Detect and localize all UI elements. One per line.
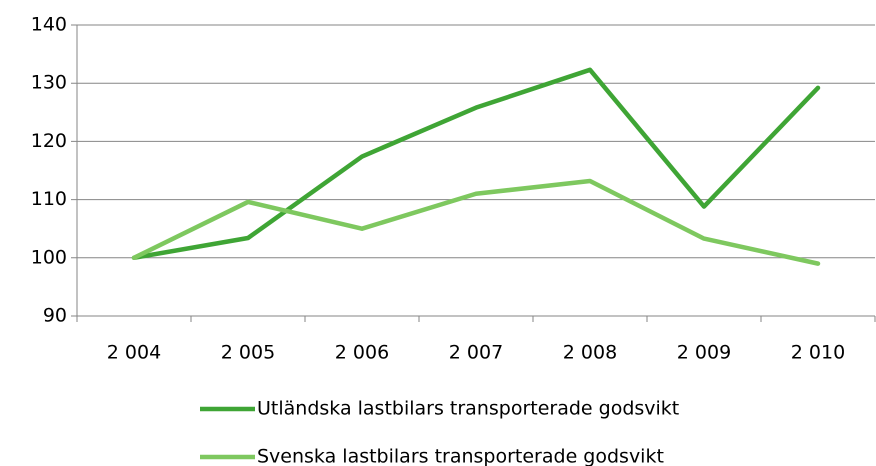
y-tick-label: 130 (31, 72, 67, 94)
data-line (131, 67, 821, 261)
y-tick-label: 110 (31, 188, 67, 210)
x-tick-label: 2 006 (335, 342, 389, 364)
data-line (131, 178, 821, 266)
x-tick-label: 2 009 (677, 342, 731, 364)
legend-label: Svenska lastbilars transporterade godsvi… (257, 446, 664, 466)
legend-label: Utländska lastbilars transporterade gods… (257, 398, 679, 420)
y-tick-label: 100 (31, 246, 67, 268)
y-tick-label: 90 (43, 305, 67, 327)
x-tick-label: 2 008 (563, 342, 617, 364)
y-tick-label: 120 (31, 130, 67, 152)
x-tick-label: 2 005 (221, 342, 275, 364)
y-tick-label: 140 (31, 14, 67, 36)
x-tick-label: 2 004 (107, 342, 161, 364)
x-tick-label: 2 007 (449, 342, 503, 364)
x-tick-label: 2 010 (791, 342, 845, 364)
